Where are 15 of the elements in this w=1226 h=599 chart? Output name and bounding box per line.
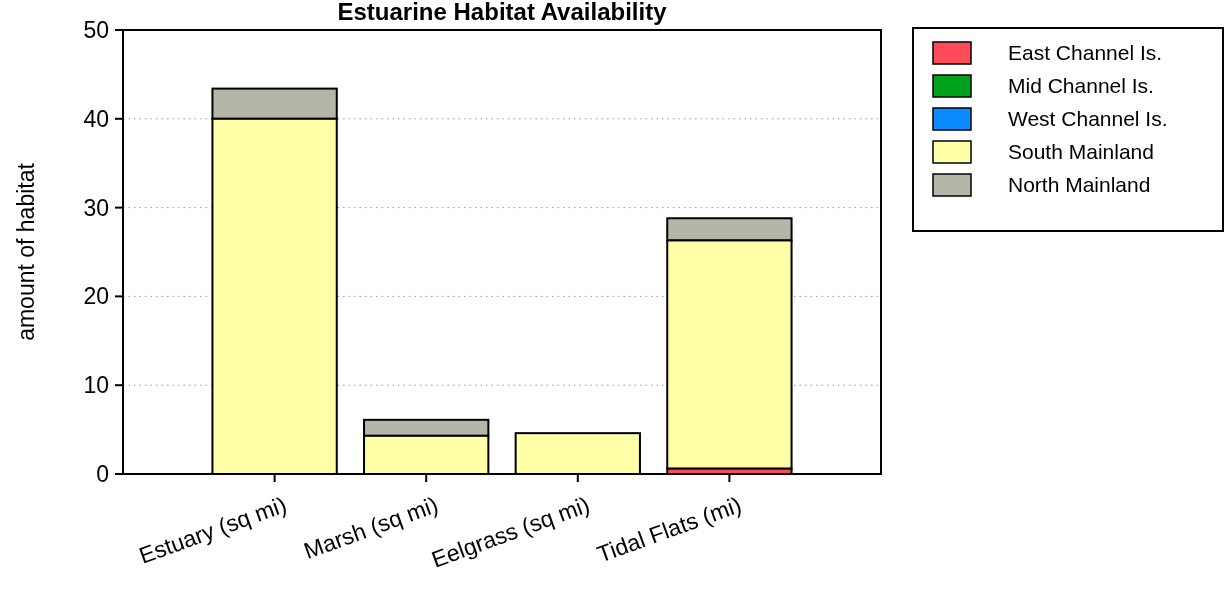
legend-label: West Channel Is.: [1008, 107, 1168, 131]
legend-label: South Mainland: [1008, 140, 1154, 164]
legend-label: Mid Channel Is.: [1008, 74, 1154, 98]
x-tick-label: Tidal Flats (mi): [593, 491, 745, 568]
y-tick-label: 40: [83, 105, 109, 132]
y-tick-label: 10: [83, 372, 109, 399]
x-tick-label: Estuary (sq mi): [135, 491, 290, 569]
chart-title: Estuarine Habitat Availability: [337, 0, 668, 25]
y-tick-label: 20: [83, 283, 109, 310]
legend-label: North Mainland: [1008, 173, 1151, 197]
y-axis-title: amount of habitat: [13, 162, 39, 341]
y-tick-label: 50: [83, 17, 109, 44]
legend-label: East Channel Is.: [1008, 41, 1163, 65]
y-tick-label: 0: [96, 461, 109, 488]
y-tick-label: 30: [83, 194, 109, 221]
